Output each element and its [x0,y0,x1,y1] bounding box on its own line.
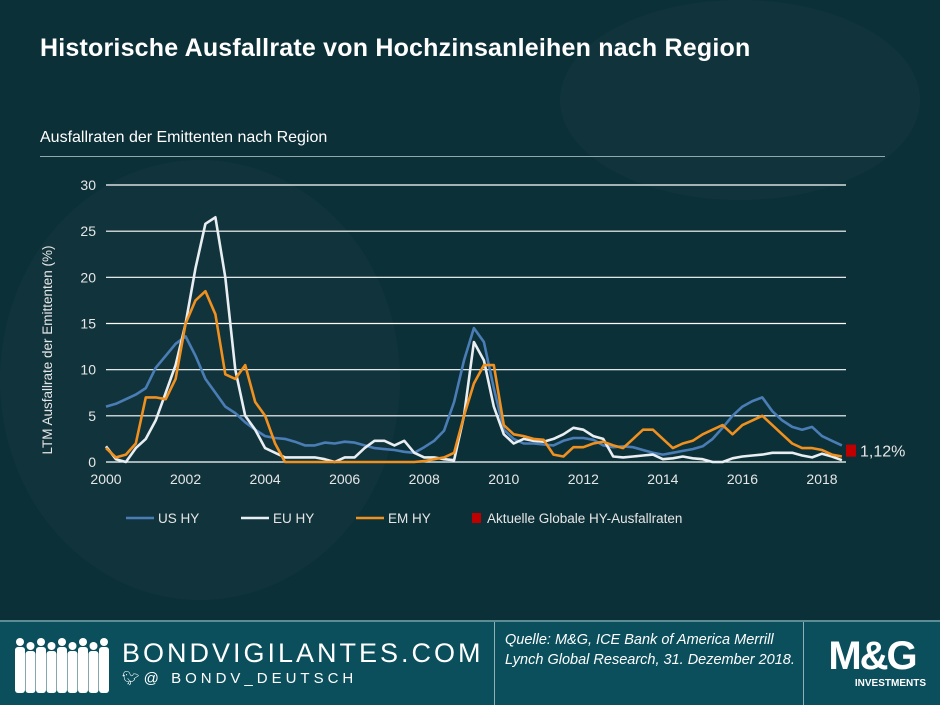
footer: BONDVIGILANTES.COM 🐦︎ @ BONDV_DEUTSCH Qu… [0,620,940,705]
x-tick-label: 2000 [90,471,121,487]
x-tick-label: 2004 [250,471,281,487]
y-axis-label: LTM Ausfallrate der Emittenten (%) [40,245,55,454]
site-link[interactable]: BONDVIGILANTES.COM [122,638,484,668]
series-line-eu-hy [104,216,843,464]
y-tick-label: 0 [88,454,96,470]
person-icon [99,638,109,693]
y-tick-label: 5 [88,408,96,424]
x-tick-label: 2016 [727,471,758,487]
divider [494,622,495,705]
person-icon [57,638,67,693]
legend-swatch [472,513,481,523]
logo-text: M&G [828,634,917,678]
current-rate-label: 1,12% [860,444,905,461]
person-icon [46,642,57,693]
series-line-us-hy [105,326,843,456]
y-tick-label: 15 [80,316,96,332]
divider [803,622,804,705]
y-tick-label: 30 [80,177,96,193]
x-tick-label: 2012 [568,471,599,487]
x-tick-label: 2002 [170,471,201,487]
y-tick-label: 20 [80,269,96,285]
page-title: Historische Ausfallrate von Hochzinsanle… [40,34,751,62]
logo-subtext: INVESTMENTS [854,678,926,689]
chart: 0 5 10 15 20 25 30 2000 2002 2004 2006 2008 2010 2012… [40,177,905,526]
person-icon [25,642,36,693]
x-tick-label: 2006 [329,471,360,487]
person-icon [15,638,25,693]
person-icon [36,638,46,693]
person-icon [78,638,88,693]
x-tick-label: 2018 [806,471,837,487]
series-line-em-hy [105,289,843,464]
x-tick-label: 2008 [409,471,440,487]
legend-label: EU HY [273,511,314,526]
divider [40,156,885,157]
twitter-handle-text: @ BONDV_DEUTSCH [143,670,358,687]
legend-label: US HY [158,511,199,526]
twitter-icon: 🐦︎ [122,670,144,686]
mg-logo: M&G INVESTMENTS [818,634,926,700]
legend-label: Aktuelle Globale HY-Ausfallraten [487,511,682,526]
y-tick-label: 25 [80,223,96,239]
twitter-handle[interactable]: 🐦︎ @ BONDV_DEUTSCH [122,670,357,687]
current-rate-marker [846,444,856,457]
legend-label: EM HY [388,511,431,526]
x-tick-label: 2014 [647,471,678,487]
y-tick-label: 10 [80,362,96,378]
x-tick-label: 2010 [488,471,519,487]
chart-subtitle: Ausfallraten der Emittenten nach Region [40,129,328,146]
person-icon [67,642,78,693]
person-icon [88,642,99,693]
people-silhouettes-icon [15,638,109,693]
source-note: Quelle: M&G, ICE Bank of America Merrill… [505,632,795,668]
